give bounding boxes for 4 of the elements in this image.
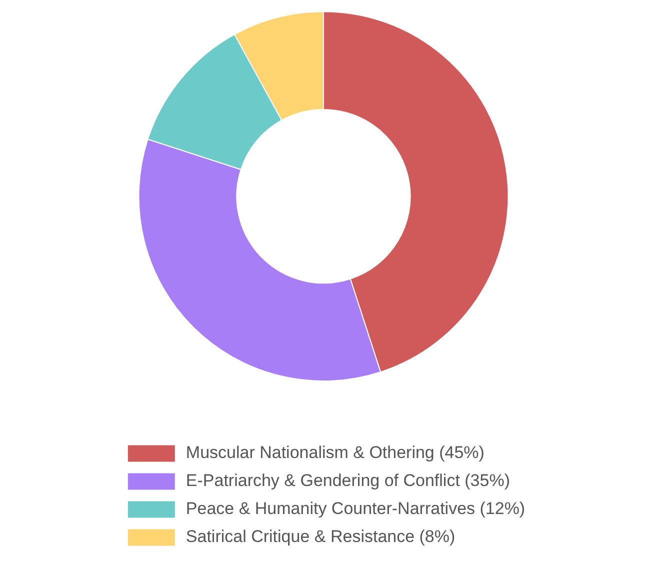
legend-label: Muscular Nationalism & Othering (45%)	[186, 443, 484, 463]
legend-label: Peace & Humanity Counter-Narratives (12%)	[186, 499, 526, 519]
legend-label: Satirical Critique & Resistance (8%)	[186, 527, 456, 547]
legend-label: E-Patriarchy & Gendering of Conflict (35%)	[186, 471, 510, 491]
